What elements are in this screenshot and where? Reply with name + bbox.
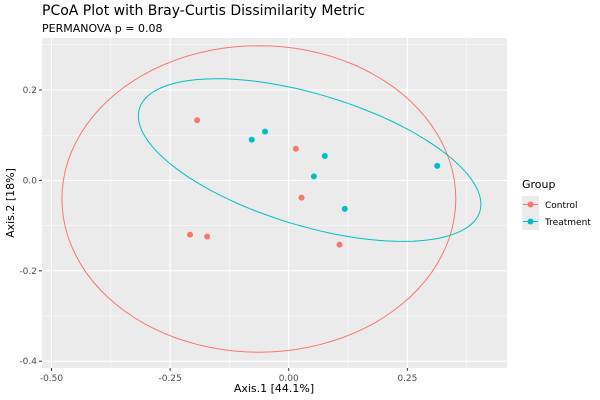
point-treatment: [321, 152, 328, 159]
legend-key-point: [527, 218, 534, 225]
legend-key-point: [527, 201, 534, 208]
point-control: [194, 117, 201, 124]
x-tick-label: -0.50: [40, 374, 64, 384]
x-tick-label: -0.25: [158, 374, 181, 384]
legend-label-treatment: Treatment: [544, 218, 591, 228]
point-control: [292, 145, 299, 152]
ellipse-treatment: [137, 78, 482, 242]
point-control: [298, 194, 305, 201]
plot-panel: [42, 38, 507, 368]
point-treatment: [310, 173, 317, 180]
point-treatment: [341, 205, 348, 212]
point-treatment: [262, 128, 269, 135]
legend-label-control: Control: [545, 201, 578, 211]
chart-title: PCoA Plot with Bray-Curtis Dissimilarity…: [42, 3, 365, 19]
x-tick-label: 0.25: [397, 374, 417, 384]
y-tick-label: -0.2: [19, 267, 37, 277]
point-control: [204, 233, 211, 240]
point-treatment: [248, 136, 255, 143]
legend: Group Control Treatment: [522, 178, 591, 230]
chart-subtitle: PERMANOVA p = 0.08: [42, 22, 163, 35]
y-tick-label: 0.2: [23, 86, 37, 96]
y-axis-label: Axis.2 [18%]: [4, 168, 17, 238]
x-tick-label: 0.00: [279, 374, 299, 384]
point-control: [336, 241, 343, 248]
point-control: [187, 231, 194, 238]
y-tick-label: 0.0: [23, 176, 38, 186]
x-axis-label: Axis.1 [44.1%]: [234, 382, 314, 395]
y-tick-label: -0.4: [19, 357, 37, 367]
ellipse-control: [61, 45, 457, 353]
point-treatment: [434, 162, 441, 169]
legend-title: Group: [522, 178, 556, 191]
